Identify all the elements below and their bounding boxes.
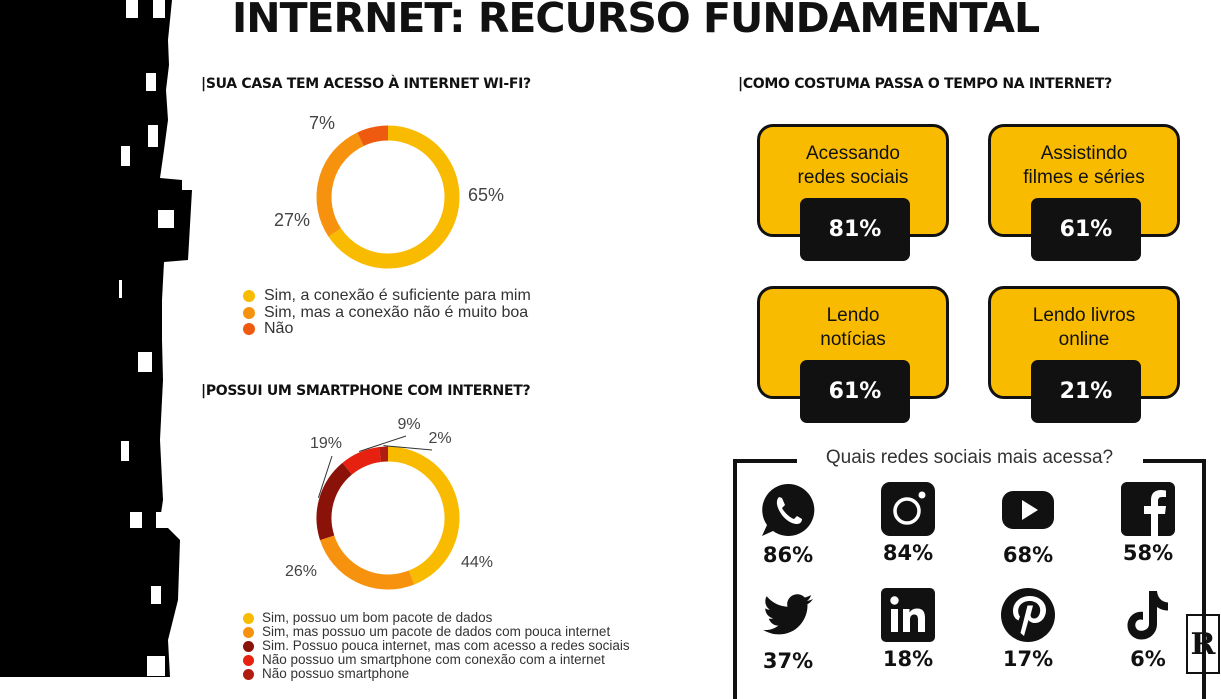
- pinterest-icon: [1001, 588, 1055, 642]
- slice-value-label: 65%: [468, 185, 504, 205]
- activity-card-social: Acessando redes sociais 81%: [757, 124, 949, 261]
- social-networks-panel: Quais redes sociais mais acessa? 86% 84%…: [733, 447, 1206, 699]
- legend-label: Sim. Possuo pouca internet, mas com aces…: [262, 638, 630, 653]
- social-percent: 58%: [1122, 541, 1174, 565]
- legend-swatch: [243, 668, 254, 680]
- twitter-icon: [763, 594, 813, 635]
- social-percent: 37%: [762, 649, 814, 673]
- building-silhouette: [0, 0, 192, 677]
- activity-label: Assistindo filmes e séries: [1023, 143, 1145, 188]
- page-title: INTERNET: RECURSO FUNDAMENTAL: [232, 0, 1040, 42]
- label-leader-line: [383, 445, 433, 451]
- legend-item: Sim, a conexão é suficiente para mim: [243, 287, 531, 305]
- social-item-instagram: 84%: [853, 481, 963, 565]
- activity-card-movies: Assistindo filmes e séries 61%: [988, 124, 1180, 261]
- slice-value-label: 9%: [397, 416, 420, 433]
- legend-swatch: [243, 306, 255, 319]
- social-percent: 18%: [882, 647, 934, 671]
- wifi-donut-chart: 65% 27% 7%: [274, 113, 504, 269]
- legend-label: Não: [264, 320, 294, 337]
- legend-item: Não possuo um smartphone com conexão com…: [243, 653, 630, 667]
- smartphone-section-title: |POSSUI UM SMARTPHONE COM INTERNET?: [201, 383, 531, 399]
- smartphone-donut-chart: 44% 26% 19% 9% 2%: [285, 416, 493, 590]
- activity-percent: 61%: [800, 360, 910, 423]
- donut-slice: [316, 132, 364, 237]
- instagram-icon: [881, 482, 935, 536]
- publisher-logo: R: [1186, 614, 1220, 674]
- tiktok-icon: [1127, 591, 1168, 640]
- legend-item: Sim, mas possuo um pacote de dados com p…: [243, 625, 630, 639]
- legend-item: Sim, mas a conexão não é muito boa: [243, 303, 531, 322]
- social-panel-title: Quais redes sociais mais acessa?: [825, 447, 1114, 468]
- legend-label: Não possuo smartphone: [262, 666, 410, 681]
- social-percent: 68%: [1002, 543, 1054, 567]
- social-item-linkedin: 18%: [853, 587, 963, 671]
- label-leader-line: [317, 455, 333, 498]
- slice-value-label: 27%: [274, 210, 310, 230]
- legend-item: Sim. Possuo pouca internet, mas com aces…: [243, 639, 630, 653]
- social-percent: 6%: [1130, 647, 1166, 671]
- legend-swatch: [243, 612, 254, 624]
- slice-value-label: 44%: [461, 554, 493, 571]
- wifi-legend: Sim, a conexão é suficiente para mim Sim,…: [243, 287, 531, 338]
- slice-value-label: 7%: [309, 113, 335, 133]
- legend-swatch: [243, 654, 254, 666]
- activity-percent: 21%: [1031, 360, 1141, 423]
- slice-value-label: 19%: [310, 435, 342, 452]
- donut-slice: [387, 446, 460, 585]
- donut-slice: [328, 125, 460, 269]
- social-percent: 86%: [762, 543, 814, 567]
- activity-label: Lendo notícias: [820, 305, 886, 350]
- donut-slice: [379, 446, 389, 462]
- legend-swatch: [243, 290, 255, 303]
- social-item-pinterest: 17%: [973, 587, 1083, 671]
- legend-swatch: [243, 640, 254, 652]
- legend-swatch: [243, 323, 255, 336]
- legend-swatch: [243, 626, 254, 638]
- social-item-whatsapp: 86%: [733, 481, 843, 567]
- label-leader-line: [359, 435, 407, 452]
- legend-item: Não: [243, 320, 531, 338]
- time-section-title: |COMO COSTUMA PASSA O TEMPO NA INTERNET?: [738, 76, 1112, 92]
- activity-card-news: Lendo notícias 61%: [757, 286, 949, 423]
- legend-label: Sim, mas a conexão não é muito boa: [264, 303, 529, 321]
- legend-label: Sim, mas possuo um pacote de dados com p…: [262, 624, 611, 639]
- donut-slice: [357, 125, 389, 147]
- social-percent: 84%: [882, 541, 934, 565]
- activity-card-books: Lendo livros online 21%: [988, 286, 1180, 423]
- activity-percent: 61%: [1031, 198, 1141, 261]
- social-item-facebook: 58%: [1093, 481, 1203, 565]
- legend-label: Sim, a conexão é suficiente para mim: [264, 287, 531, 304]
- legend-item: Sim, possuo um bom pacote de dados: [243, 611, 630, 625]
- activity-percent: 81%: [800, 198, 910, 261]
- donut-slice: [319, 535, 415, 590]
- donut-slice: [342, 447, 382, 475]
- legend-item: Não possuo smartphone: [243, 667, 630, 681]
- social-item-tiktok: 6%: [1093, 587, 1203, 671]
- legend-label: Não possuo um smartphone com conexão com…: [262, 652, 605, 667]
- social-item-youtube: 68%: [973, 481, 1083, 567]
- wifi-section-title: |SUA CASA TEM ACESSO À INTERNET WI-FI?: [201, 76, 531, 92]
- activity-label: Acessando redes sociais: [797, 143, 909, 188]
- social-percent: 17%: [1002, 647, 1054, 671]
- donut-slice: [316, 462, 353, 541]
- linkedin-icon: [881, 588, 935, 642]
- youtube-icon: [1002, 491, 1054, 529]
- smartphone-legend: Sim, possuo um bom pacote de dados Sim, m…: [243, 611, 630, 681]
- facebook-icon: [1121, 482, 1175, 536]
- social-item-twitter: 37%: [733, 587, 843, 673]
- legend-label: Sim, possuo um bom pacote de dados: [262, 610, 493, 625]
- whatsapp-icon: [762, 483, 815, 536]
- logo-letter: R: [1190, 626, 1216, 662]
- slice-value-label: 2%: [428, 430, 451, 447]
- activity-label: Lendo livros online: [1032, 305, 1136, 350]
- slice-value-label: 26%: [285, 563, 317, 580]
- panel-frame: [733, 459, 1206, 699]
